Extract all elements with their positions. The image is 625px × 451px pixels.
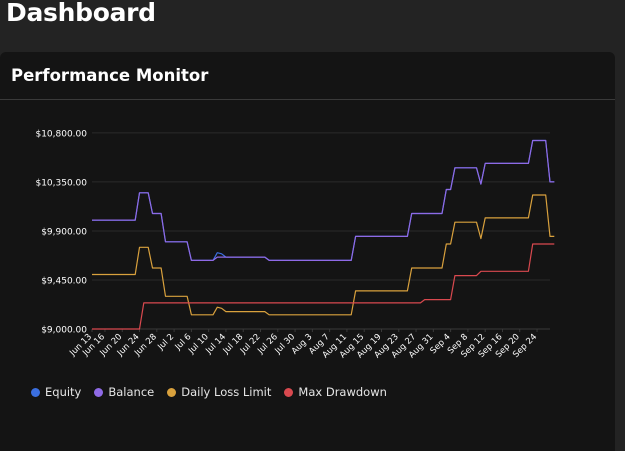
x-tick-label: Jul 2	[155, 332, 176, 353]
legend-label: Balance	[108, 385, 155, 399]
card-divider	[0, 99, 615, 100]
performance-chart: $9,000.00 $9,450.00 $9,900.00 $10,350.00 $10…	[35, 129, 555, 360]
legend-label: Daily Loss Limit	[181, 385, 272, 399]
card-title: Performance Monitor	[11, 66, 209, 85]
y-tick-label: $9,000.00	[41, 326, 87, 336]
legend-label: Equity	[45, 385, 82, 399]
performance-monitor-card: Performance Monitor $9,000.00 $9,450.00 $9…	[0, 52, 615, 451]
chart-legend: Equity Balance Daily Loss Limit Max Draw…	[31, 385, 400, 399]
y-tick-label: $10,800.00	[35, 129, 87, 139]
y-tick-label: $9,900.00	[41, 227, 87, 237]
legend-dot-icon	[167, 387, 177, 397]
y-tick-label: $9,450.00	[41, 276, 87, 286]
y-tick-label: $10,350.00	[35, 178, 87, 188]
page-title: Dashboard	[6, 0, 156, 27]
legend-dot-icon	[31, 387, 40, 397]
legend-dot-icon	[94, 387, 104, 397]
legend-item-equity[interactable]: Equity	[31, 385, 81, 399]
series-line-balance	[92, 139, 555, 261]
series-line-daily-loss-limit	[92, 194, 555, 316]
series-line-max-drawdown	[92, 243, 555, 330]
series-line-equity	[92, 139, 555, 261]
legend-item-max-drawdown[interactable]: Max Drawdown	[284, 385, 387, 399]
legend-item-balance[interactable]: Balance	[94, 385, 154, 399]
legend-label: Max Drawdown	[298, 385, 387, 399]
legend-dot-icon	[284, 387, 294, 397]
legend-item-daily-loss-limit[interactable]: Daily Loss Limit	[167, 385, 271, 399]
